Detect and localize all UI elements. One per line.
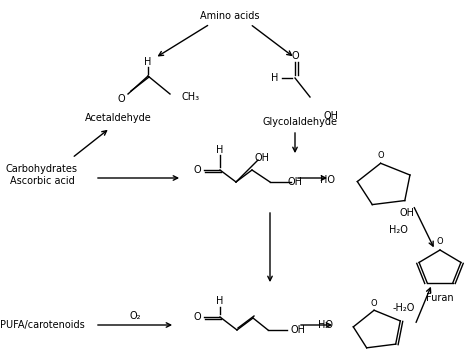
Text: HO: HO [319, 320, 333, 330]
Text: PUFA/carotenoids: PUFA/carotenoids [0, 320, 84, 330]
Text: O: O [193, 165, 201, 175]
Text: O: O [371, 299, 377, 308]
Text: O: O [117, 94, 125, 104]
Text: H: H [216, 145, 224, 155]
Text: H: H [271, 73, 279, 83]
Text: O: O [193, 312, 201, 322]
Text: OH: OH [288, 177, 302, 187]
Text: Glycolaldehyde: Glycolaldehyde [263, 117, 337, 127]
Text: OH: OH [399, 208, 414, 217]
Text: OH: OH [255, 153, 270, 163]
Text: -H₂O: -H₂O [392, 303, 415, 313]
Text: CH₃: CH₃ [182, 92, 200, 102]
Text: Acetaldehyde: Acetaldehyde [85, 113, 151, 123]
Text: Carbohydrates
Ascorbic acid: Carbohydrates Ascorbic acid [6, 164, 78, 186]
Text: H: H [216, 296, 224, 306]
Text: O: O [291, 51, 299, 61]
Text: H₂O: H₂O [389, 225, 408, 235]
Text: Furan: Furan [426, 293, 454, 303]
Text: H: H [144, 57, 152, 67]
Text: OH: OH [324, 111, 339, 121]
Text: O: O [437, 237, 443, 246]
Text: O: O [377, 151, 384, 160]
Text: O₂: O₂ [129, 311, 141, 321]
Text: Amino acids: Amino acids [200, 11, 260, 21]
Text: HO: HO [320, 175, 335, 184]
Text: OH: OH [291, 325, 306, 335]
